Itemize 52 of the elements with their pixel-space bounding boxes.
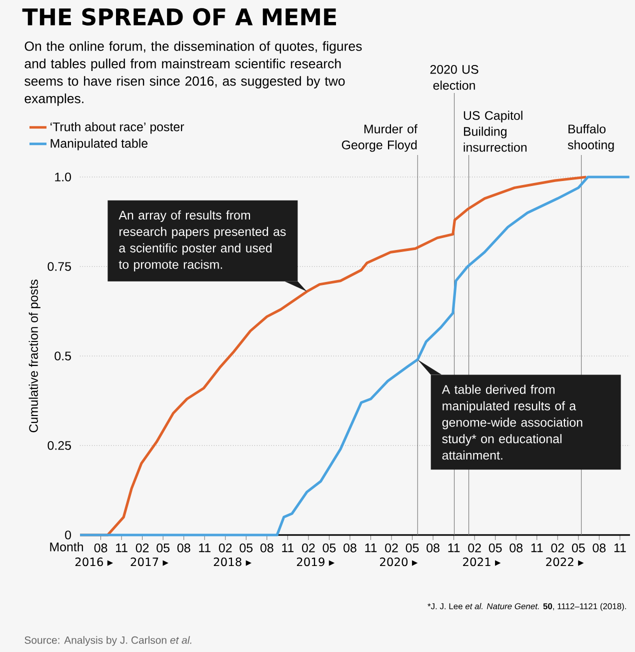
- x2-tick-label: 2016 ▸: [75, 558, 114, 566]
- annotation: An array of results from research papers presented as a scientific poster and used to promote racism.: [118, 210, 286, 272]
- text: *J. J. Lee et al. Nature Genet. 50, 1112–1121 (2018).: [428, 603, 626, 611]
- ref-line-label: Murder of George Floyd: [342, 124, 418, 152]
- source-note: Source: Analysis by J. Carlson et al.: [24, 636, 192, 646]
- x-axis-title: Month: [50, 542, 83, 552]
- x-tick-label: 11: [199, 544, 210, 552]
- x-tick-label: 05: [322, 544, 336, 552]
- x-tick-label: 08: [510, 544, 523, 552]
- x-tick-label: 05: [488, 544, 502, 552]
- legend-label: Manipulated table: [50, 138, 148, 150]
- x-tick-label: 02: [136, 544, 149, 552]
- y-tick-label: 1.0: [55, 172, 71, 182]
- chart-subtitle: On the online forum, the dissemination of quotes, figures and tables pulled from mainstream scientific research seems to have risen since 2016, as suggested by two examples.: [24, 41, 362, 106]
- x2-tick-label: 2017 ▸: [130, 558, 168, 566]
- x-tick-label: 08: [94, 544, 108, 552]
- x-tick-label: 11: [365, 544, 377, 552]
- y-tick-label: 0.5: [54, 352, 71, 360]
- x2-tick-label: 2020 ▸: [380, 558, 418, 566]
- x2-tick-label: 2019 ▸: [296, 558, 335, 566]
- x-tick-label: 02: [385, 544, 398, 552]
- annotation: A table derived from manipulated results of a genome-wide association study* on educational attainment.: [442, 384, 582, 460]
- y-axis-title: Cumulative fraction of posts: [28, 280, 40, 432]
- legend-label: ‘Truth about race’ poster: [50, 122, 184, 134]
- x-tick-label: 05: [156, 544, 170, 552]
- x-tick-label: 05: [572, 544, 585, 552]
- ref-line-label: Buffalo shooting: [568, 124, 614, 152]
- x-tick-label: 11: [282, 544, 294, 552]
- x-tick-label: 11: [531, 544, 543, 552]
- x-tick-label: 02: [468, 544, 481, 552]
- x2-tick-label: 2021 ▸: [463, 558, 501, 566]
- x-tick-label: 08: [426, 544, 440, 552]
- y-tick-label: 0: [65, 530, 71, 540]
- x-tick-label: 11: [614, 544, 626, 552]
- x-tick-label: 08: [344, 544, 356, 552]
- x2-tick-label: 2018 ▸: [214, 558, 252, 566]
- x-tick-label: 05: [240, 544, 253, 552]
- x-tick-label: 02: [551, 544, 564, 552]
- x-tick-label: 08: [592, 544, 606, 552]
- x-tick-label: 08: [177, 544, 190, 552]
- x-tick-label: 11: [448, 544, 460, 552]
- x-tick-label: 08: [260, 544, 274, 552]
- y-tick-label: 0.75: [48, 262, 71, 271]
- x2-tick-label: 2022 ▸: [546, 558, 584, 566]
- x-tick-label: 05: [406, 544, 419, 552]
- chart-title: THE SPREAD OF A MEME: [22, 8, 336, 26]
- x-tick-label: 02: [302, 544, 315, 552]
- x-tick-label: 02: [218, 544, 232, 552]
- ref-line-label: US Capitol Building insurrection: [464, 110, 527, 152]
- x-tick-label: 11: [116, 544, 128, 552]
- y-tick-label: 0.25: [48, 441, 71, 450]
- ref-line-label: 2020 US election: [430, 65, 478, 90]
